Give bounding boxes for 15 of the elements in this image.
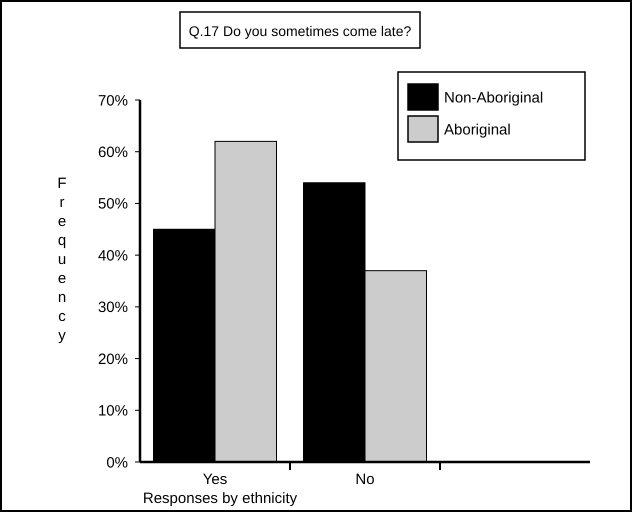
legend-label: Aboriginal [444,121,511,138]
y-tick-label: 0% [106,454,128,472]
y-tick-label: 60% [98,144,128,161]
x-tick-label: No [355,471,375,488]
y-tick-label: 40% [98,247,128,264]
chart-title: Q.17 Do you sometimes come late? [188,23,412,39]
y-tick-label: 50% [98,196,128,213]
y-tick-label: 30% [98,299,128,316]
y-tick-label: 70% [98,92,128,110]
y-tick-label: 10% [98,402,128,420]
x-tick-label: Yes [202,471,228,488]
y-tick-label: 20% [98,350,128,368]
legend-label: Non-Aboriginal [444,89,544,106]
x-axis-title: Responses by ethnicity [142,490,298,507]
text: Frequency [57,175,67,344]
